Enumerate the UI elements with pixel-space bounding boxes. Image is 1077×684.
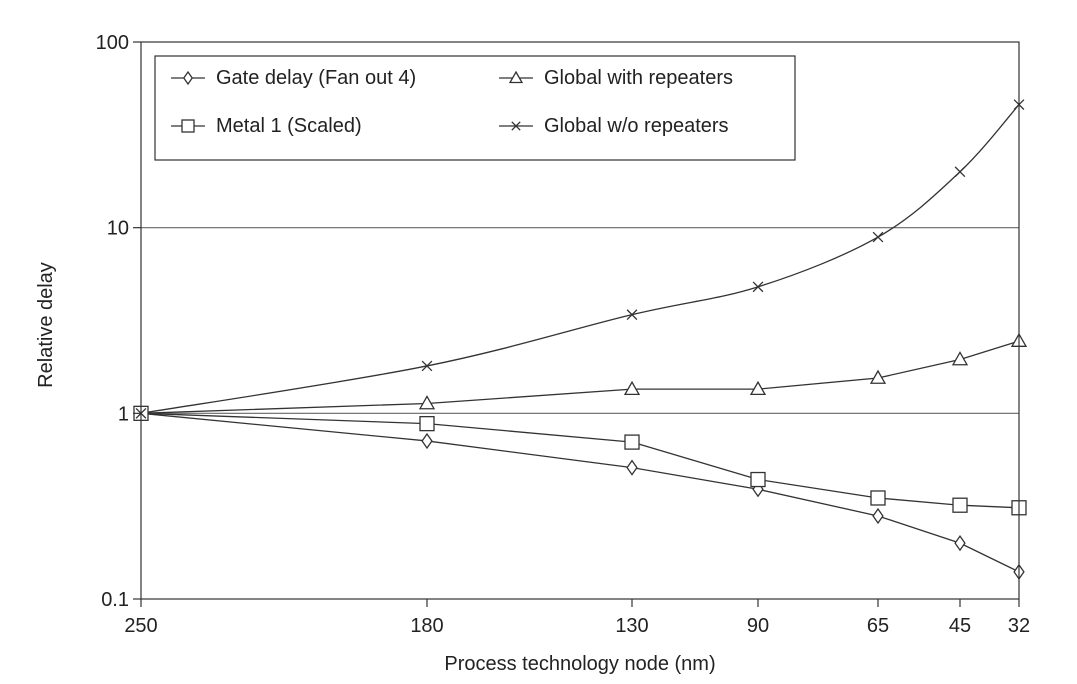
legend-entry-triangle: Global with repeaters: [499, 67, 733, 89]
diamond-marker: [954, 534, 966, 552]
x-tick-label: 65: [867, 615, 889, 637]
legend-label: Gate delay (Fan out 4): [216, 67, 416, 89]
diamond-marker: [183, 70, 193, 86]
plot-frame: [140, 41, 1020, 600]
square-marker: [750, 471, 766, 488]
cross-marker: [421, 360, 433, 372]
triangle-marker: [869, 369, 887, 384]
series-triangle: [140, 332, 1028, 414]
y-tick-label: 1: [118, 403, 129, 425]
y-axis-title: Relative delay: [35, 262, 57, 388]
axis-layer: 0.1 1 10 100 250 180 130 90 65 45 32: [96, 32, 1031, 637]
cross-marker: [872, 231, 884, 243]
x-tick-label: 90: [747, 615, 769, 637]
x-tick-label: 130: [615, 615, 648, 637]
series-diamond: [135, 405, 1025, 581]
diamond-marker: [421, 432, 433, 450]
y-tick-label: 10: [107, 218, 129, 240]
x-tick-label: 180: [410, 615, 443, 637]
y-tick-label: 0.1: [101, 589, 129, 611]
x-tick-label: 250: [124, 615, 157, 637]
triangle-marker: [623, 380, 641, 396]
legend-box: [154, 55, 796, 161]
triangle-marker: [508, 70, 524, 84]
square-marker: [870, 490, 886, 506]
cross-stroke: [421, 360, 433, 372]
series-layer: [133, 99, 1028, 581]
triangle-marker: [951, 351, 969, 366]
diamond-marker: [626, 459, 638, 476]
square-marker: [624, 434, 640, 450]
cross-marker: [626, 309, 638, 321]
legend-label: Global with repeaters: [544, 67, 733, 89]
legend-entry-diamond: Gate delay (Fan out 4): [171, 67, 416, 89]
series-square: [140, 412, 1027, 516]
cross-stroke: [511, 121, 521, 131]
series-line: [140, 340, 1020, 414]
legend-entry-cross: Global w/o repeaters: [499, 115, 729, 137]
series-line: [140, 104, 1020, 414]
x-tick-label: 32: [1008, 615, 1030, 637]
x-axis-title: Process technology node (nm): [444, 653, 715, 675]
cross-stroke: [752, 281, 764, 293]
cross-stroke: [872, 231, 884, 243]
square-marker: [181, 119, 195, 133]
cross-marker: [752, 281, 764, 293]
triangle-marker: [749, 380, 767, 396]
diamond-marker: [872, 507, 884, 525]
series-cross: [140, 99, 1025, 414]
legend: Gate delay (Fan out 4) Metal 1 (Scaled) Gl…: [154, 55, 796, 161]
grid-layer: [141, 227, 1019, 414]
legend-label: Global w/o repeaters: [544, 115, 729, 137]
cross-stroke: [954, 166, 966, 178]
legend-label: Metal 1 (Scaled): [216, 115, 362, 137]
legend-entry-square: Metal 1 (Scaled): [171, 115, 362, 137]
y-tick-label: 100: [96, 32, 129, 54]
x-tick-label: 45: [949, 615, 971, 637]
cross-stroke: [626, 309, 638, 321]
square-marker: [952, 497, 968, 513]
square-marker: [419, 415, 435, 432]
cross-marker: [511, 121, 521, 131]
cross-marker: [954, 166, 966, 178]
triangle-marker: [418, 395, 436, 410]
